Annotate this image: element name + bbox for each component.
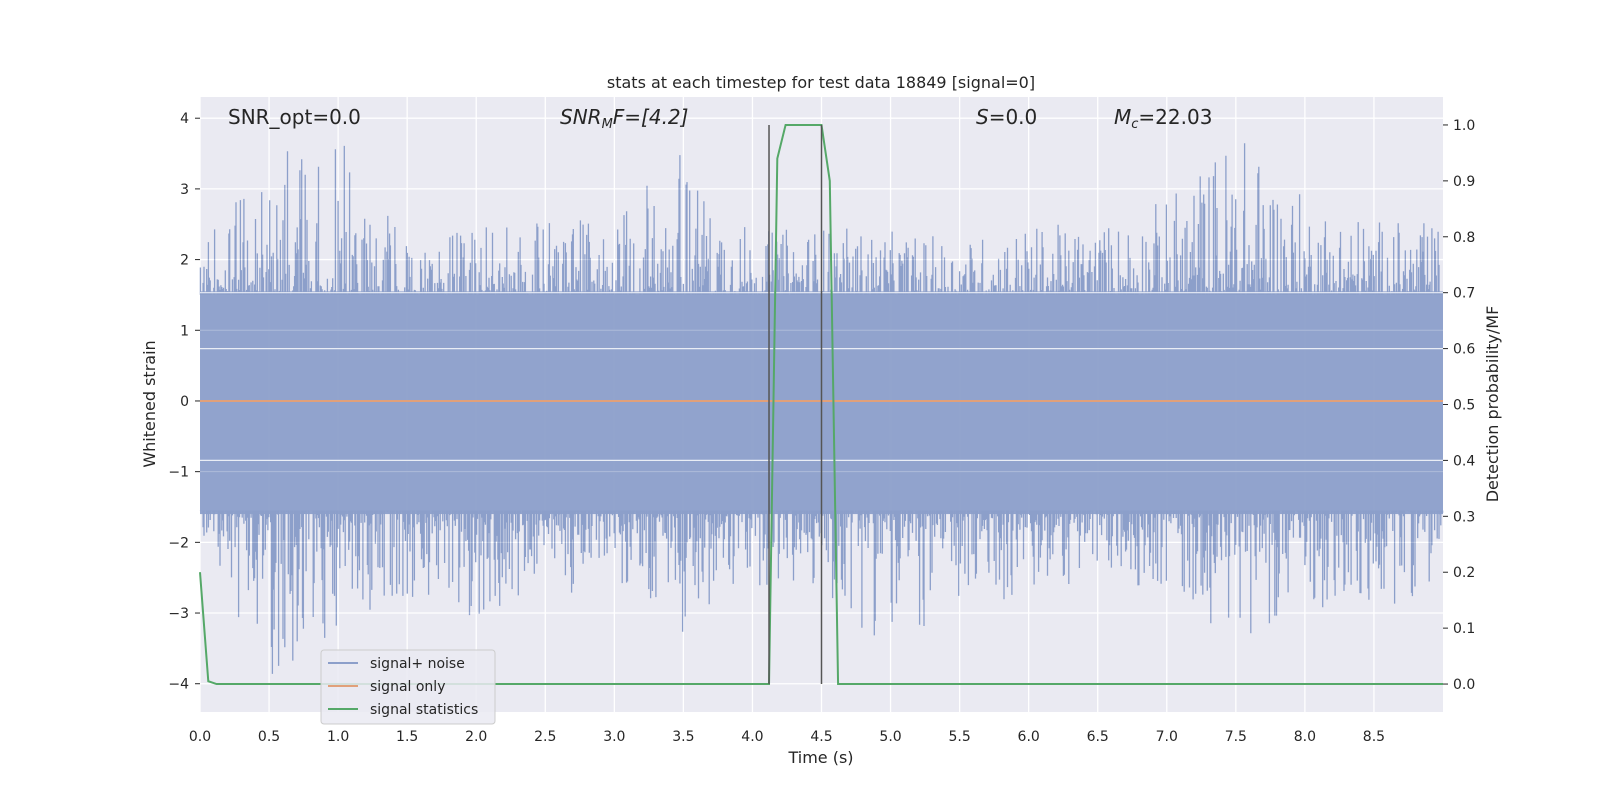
series-signal-statistics [199,123,1443,686]
y-right-tick-2: 0.8 [1453,230,1475,246]
annotation-mc: Mc=22.03 [1114,105,1212,132]
snr-mf-sub: M [602,117,613,132]
y-axis-left-label: Whitened strain [140,340,159,467]
mc-base: M [1114,105,1131,129]
noise-upper-spikes [199,143,1444,295]
x-tick-13: 6.5 [1087,729,1109,745]
legend-label-signal-noise: signal+ noise [370,656,465,672]
y-left-tick-6: −2 [168,535,189,551]
y-right-tick-10: 0.0 [1453,677,1475,693]
x-tick-4: 2.0 [465,729,487,745]
x-tick-12: 6.0 [1018,729,1040,745]
y-right-tick-1: 0.9 [1453,174,1475,190]
y-left-tick-4: 0 [180,394,189,410]
mc-rest: =22.03 [1138,105,1212,129]
legend-box [320,649,496,725]
y-right-tick-7: 0.3 [1453,509,1475,525]
snr-mf-base: SNR [560,105,602,129]
x-tick-5: 2.5 [534,729,556,745]
annotation-snr-opt: SNR_opt=0.0 [228,105,361,129]
y-right-tick-labels: 1.0 0.9 0.8 0.7 0.6 0.5 0.4 0.3 0.2 0.1 0.0 [1443,118,1475,693]
x-tick-15: 7.5 [1225,729,1247,745]
y-left-tick-labels: 4 3 2 1 0 −1 −2 −3 −4 [168,111,200,693]
x-axis-label: Time (s) [787,748,853,767]
x-tick-6: 3.0 [603,729,625,745]
legend: signal+ noise signal only signal statist… [320,649,496,725]
y-right-tick-4: 0.6 [1453,342,1475,358]
x-tick-9: 4.5 [810,729,832,745]
y-left-tick-7: −3 [168,606,189,622]
chart-title: stats at each timestep for test data 188… [607,73,1035,92]
y-right-tick-8: 0.2 [1453,565,1475,581]
x-tick-14: 7.0 [1156,729,1178,745]
x-tick-8: 4.0 [741,729,763,745]
mc-sub: c [1131,117,1138,132]
annotation-snr-mf: SNRMF=[4.2] [560,105,688,132]
snr-mf-rest: F=[4.2] [613,105,689,129]
y-right-tick-3: 0.7 [1453,286,1475,302]
y-right-tick-9: 0.1 [1453,621,1475,637]
s-label: S [976,105,989,129]
y-left-tick-0: 4 [180,111,189,127]
s-rest: =0.0 [989,105,1038,129]
y-left-tick-3: 1 [180,323,189,339]
x-tick-10: 5.0 [879,729,901,745]
annotation-s: S=0.0 [976,105,1037,129]
y-right-tick-6: 0.4 [1453,453,1475,469]
x-tick-16: 8.0 [1294,729,1316,745]
x-tick-2: 1.0 [327,729,349,745]
legend-label-signal-statistics: signal statistics [370,702,478,718]
y-left-tick-1: 3 [180,182,189,198]
y-right-tick-0: 1.0 [1453,118,1475,134]
vertical-markers [768,124,823,685]
x-tick-1: 0.5 [258,729,280,745]
x-tick-11: 5.5 [948,729,970,745]
x-tick-7: 3.5 [672,729,694,745]
x-tick-0: 0.0 [189,729,211,745]
y-left-tick-2: 2 [180,253,189,269]
x-tick-3: 1.5 [396,729,418,745]
noise-lower-spikes [199,510,1444,674]
y-left-tick-5: −1 [168,465,189,481]
x-tick-labels: 0.0 0.5 1.0 1.5 2.0 2.5 3.0 3.5 4.0 4.5 5.0 5.5 6.0 6… [189,729,1385,745]
y-left-tick-8: −4 [168,677,189,693]
y-right-tick-5: 0.5 [1453,398,1475,414]
y-axis-right-label: Detection probability/MF [1483,306,1502,503]
legend-label-signal-only: signal only [370,679,445,695]
x-tick-17: 8.5 [1363,729,1385,745]
